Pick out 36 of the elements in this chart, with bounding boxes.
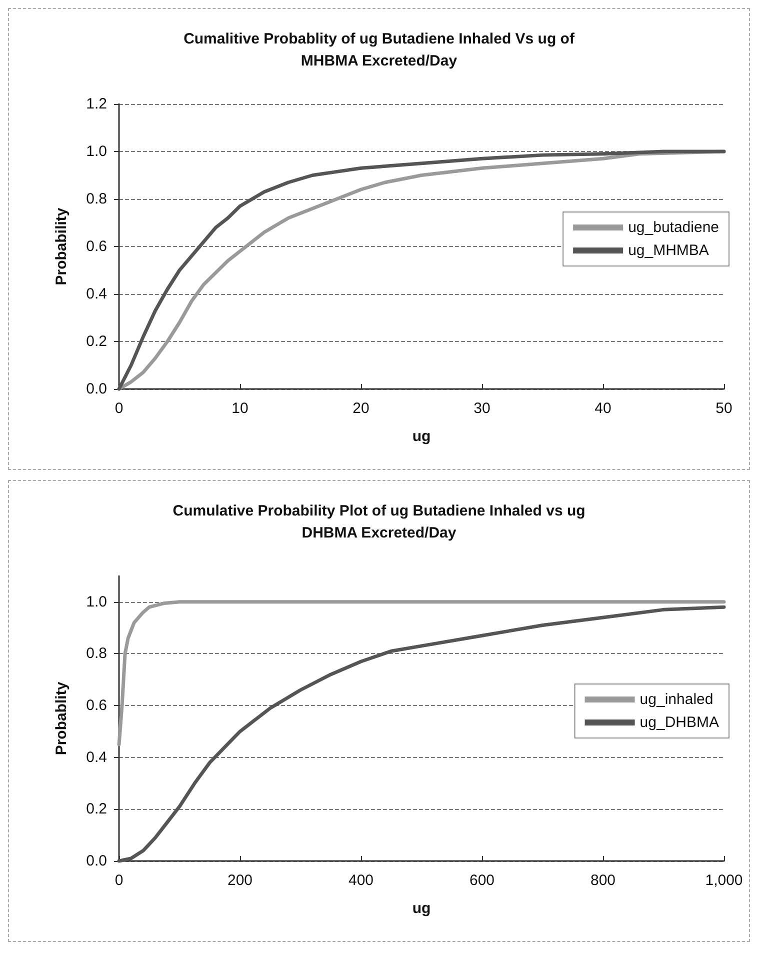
x-tick-label: 800 bbox=[590, 872, 616, 889]
x-tick-label: 0 bbox=[114, 872, 124, 889]
chart-title: Cumulative Probability Plot of ug Butadiene Inhaled vs ug DHBMA Excreted/Day bbox=[172, 502, 586, 542]
x-axis-title: ug bbox=[412, 428, 431, 445]
y-axis-title: Probability bbox=[53, 207, 70, 286]
legend-label: ug_DHBMA bbox=[640, 714, 720, 731]
y-tick-label: 1.0 bbox=[86, 593, 107, 610]
y-axis-title: Probablity bbox=[53, 681, 70, 756]
y-tick-label: 0.2 bbox=[86, 333, 107, 350]
y-tick-label: 0.0 bbox=[86, 852, 107, 870]
y-tick-label: 0.6 bbox=[86, 697, 107, 714]
legend-label: ug_butadiene bbox=[628, 219, 720, 236]
y-tick-label: 0.6 bbox=[86, 238, 107, 255]
y-tick-label: 1.0 bbox=[86, 143, 107, 160]
x-tick-label: 1,000 bbox=[705, 872, 743, 889]
x-tick-label: 0 bbox=[114, 400, 124, 417]
x-tick-label: 40 bbox=[594, 400, 612, 417]
x-tick-label: 600 bbox=[469, 872, 495, 889]
y-tick-label: 0.4 bbox=[86, 748, 107, 766]
x-axis-title: ug bbox=[412, 900, 431, 917]
y-tick-label: 0.8 bbox=[86, 190, 107, 208]
x-tick-label: 20 bbox=[352, 400, 370, 417]
y-tick-label: 0.0 bbox=[86, 380, 107, 398]
x-tick-label: 400 bbox=[348, 872, 374, 889]
line-series bbox=[117, 600, 726, 746]
x-tick-label: 10 bbox=[232, 400, 248, 417]
legend-label: ug_inhaled bbox=[640, 691, 714, 708]
y-tick-label: 0.2 bbox=[86, 800, 107, 818]
legend-label: ug_MHMBA bbox=[628, 242, 709, 259]
y-tick-label: 0.8 bbox=[86, 645, 107, 662]
x-tick-label: 200 bbox=[227, 872, 253, 889]
x-tick-label: 30 bbox=[474, 400, 490, 417]
y-tick-label: 0.4 bbox=[86, 286, 107, 302]
x-tick-label: 50 bbox=[716, 400, 732, 417]
y-tick-label: 1.2 bbox=[86, 96, 107, 112]
chart-title: Cumalitive Probablity of ug Butadiene Inhaled Vs ug of MHBMA Excreted/Day bbox=[184, 30, 576, 70]
